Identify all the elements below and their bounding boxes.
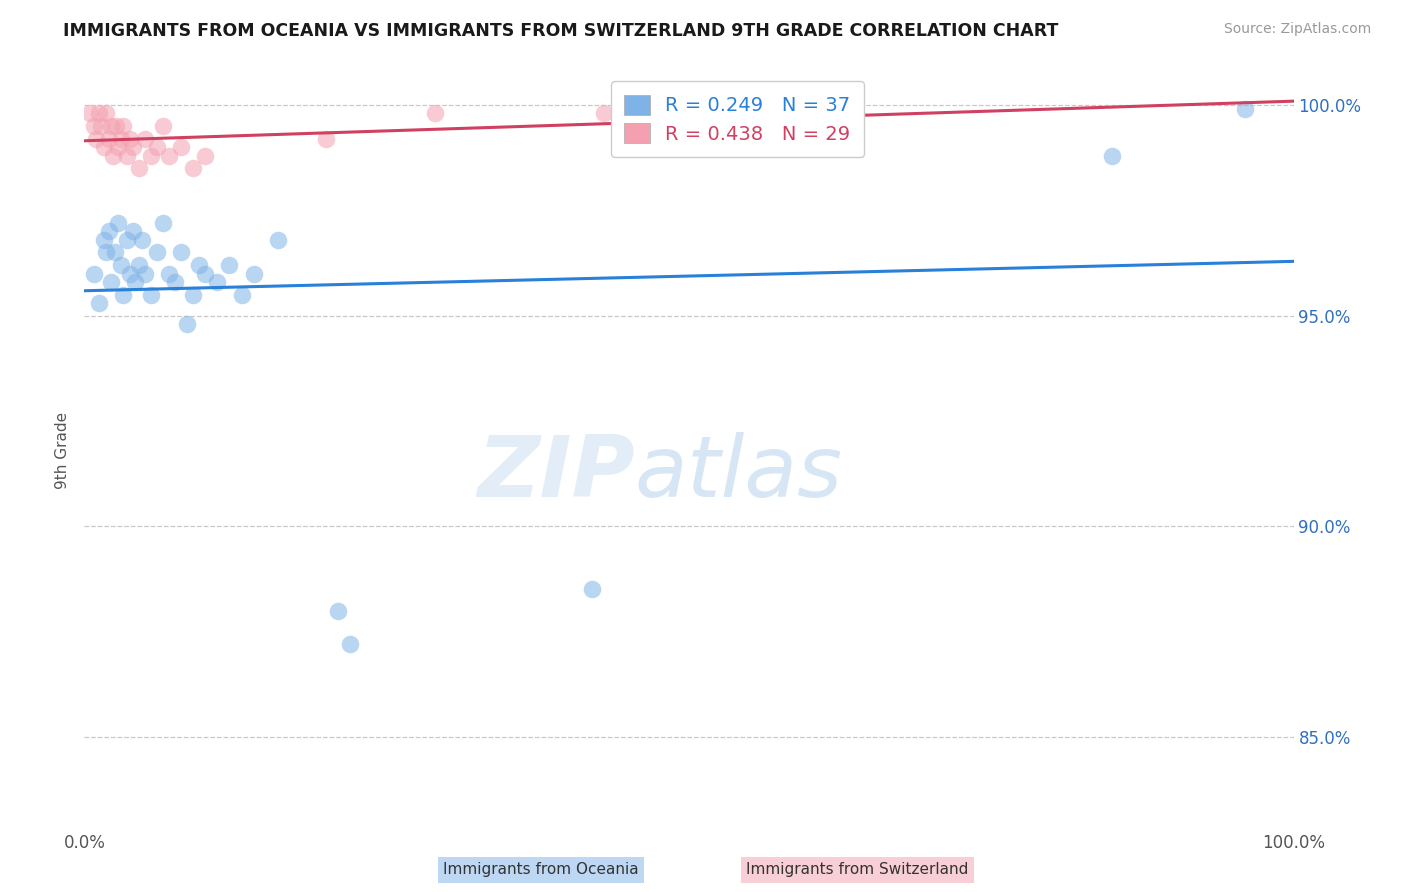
Text: Immigrants from Oceania: Immigrants from Oceania [443, 863, 640, 877]
Point [1101, 148, 1123, 162]
Point [120, 267, 142, 281]
Point [181, 161, 204, 176]
Point [207, 275, 229, 289]
Point [1234, 102, 1257, 116]
Point [120, 132, 142, 146]
Point [128, 258, 150, 272]
Point [121, 140, 143, 154]
Point [194, 148, 217, 162]
Point [339, 637, 361, 651]
Point [134, 267, 156, 281]
Point [267, 233, 290, 247]
Point [87, 296, 110, 310]
Point [218, 258, 240, 272]
Point [152, 119, 174, 133]
Point [104, 245, 127, 260]
Point [423, 106, 446, 120]
Point [152, 216, 174, 230]
Point [328, 603, 350, 617]
Point [107, 140, 129, 154]
Point [79, 106, 101, 120]
Legend: R = 0.249   N = 37, R = 0.438   N = 29: R = 0.249 N = 37, R = 0.438 N = 29 [610, 81, 863, 157]
Point [134, 132, 156, 146]
Point [86, 132, 108, 146]
Y-axis label: 9th Grade: 9th Grade [55, 412, 70, 489]
Point [581, 582, 603, 597]
Point [121, 224, 143, 238]
Point [87, 106, 110, 120]
Point [94, 245, 117, 260]
Point [100, 119, 122, 133]
Point [90, 119, 112, 133]
Text: ZIP: ZIP [477, 432, 634, 515]
Text: Source: ZipAtlas.com: Source: ZipAtlas.com [1223, 22, 1371, 37]
Point [176, 317, 198, 331]
Point [112, 119, 135, 133]
Point [146, 245, 169, 260]
Point [83, 267, 105, 281]
Text: atlas: atlas [634, 432, 842, 515]
Point [231, 287, 253, 301]
Point [124, 275, 146, 289]
Point [157, 148, 180, 162]
Point [139, 148, 162, 162]
Point [181, 287, 204, 301]
Point [97, 132, 120, 146]
Point [165, 275, 187, 289]
Point [97, 224, 120, 238]
Point [93, 140, 115, 154]
Point [100, 275, 122, 289]
Text: Immigrants from Switzerland: Immigrants from Switzerland [747, 863, 969, 877]
Point [139, 287, 162, 301]
Point [104, 119, 127, 133]
Point [131, 233, 153, 247]
Point [157, 267, 180, 281]
Point [83, 119, 105, 133]
Point [107, 216, 129, 230]
Point [110, 132, 132, 146]
Point [94, 106, 117, 120]
Point [103, 148, 125, 162]
Point [115, 148, 138, 162]
Point [593, 106, 616, 120]
Point [188, 258, 211, 272]
Point [115, 233, 138, 247]
Point [112, 287, 135, 301]
Point [146, 140, 169, 154]
Point [170, 140, 193, 154]
Point [315, 132, 337, 146]
Text: IMMIGRANTS FROM OCEANIA VS IMMIGRANTS FROM SWITZERLAND 9TH GRADE CORRELATION CHA: IMMIGRANTS FROM OCEANIA VS IMMIGRANTS FR… [63, 22, 1059, 40]
Point [93, 233, 115, 247]
Point [128, 161, 150, 176]
Point [194, 267, 217, 281]
Point [110, 258, 132, 272]
Point [170, 245, 193, 260]
Point [242, 267, 264, 281]
